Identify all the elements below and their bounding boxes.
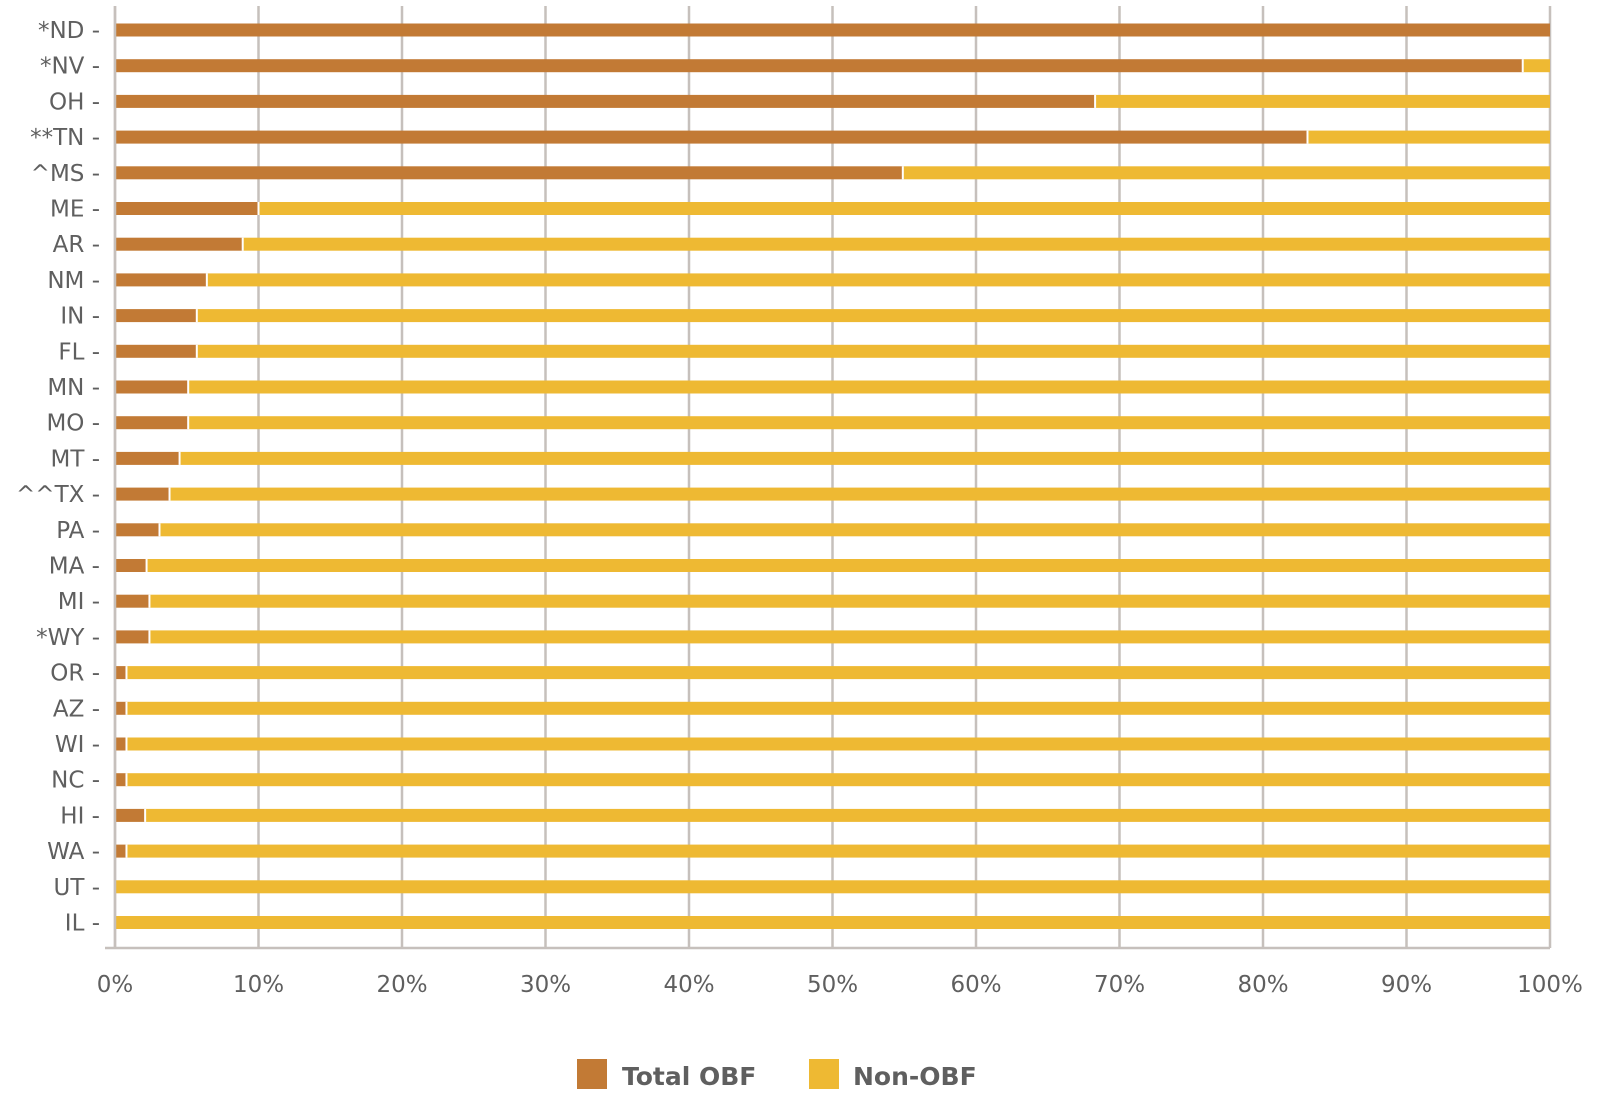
y-axis-label: FL - [58,339,100,365]
y-axis-label: MA - [49,554,100,580]
bar-total-obf-ar [115,237,243,251]
bar-non-obf-ma [146,559,1550,572]
bar-non-obf-il [115,916,1550,929]
y-axis-label: WA - [47,839,100,865]
y-axis-label: *ND - [38,18,100,44]
bar-total-obf-mt [115,451,180,465]
y-axis-label: NC - [51,768,100,794]
bar-non-obf-or [126,666,1551,680]
bar-non-obf-tn [1307,130,1550,144]
y-axis-label: PA - [56,518,100,544]
bar-total-obf-mn [115,380,189,394]
y-axis-label: MO - [46,411,100,437]
bar-non-obf-tx [169,487,1550,501]
bar-total-obf-az [115,701,127,715]
bar-total-obf-wa [115,844,127,858]
bar-total-obf-mi [115,594,150,608]
bar-total-obf-ms [115,166,903,180]
bar-non-obf-ms [902,166,1550,180]
y-axis-labels: *ND - *NV - OH - **TN - ^MS - ME - AR - NM - IN … [16,18,100,937]
x-axis-tick-label: 90% [1381,972,1432,998]
bar-non-obf-pa [159,523,1551,537]
bar-non-obf-nc [126,773,1551,787]
bar-total-obf-ma [115,559,147,572]
legend-label-total-obf: Total OBF [622,1062,756,1091]
legend-swatch-non-obf [809,1059,839,1089]
bar-non-obf-ut [115,880,1550,894]
legend-swatch-total-obf [577,1059,607,1089]
x-axis-tick-label: 0% [97,972,134,998]
y-axis-label: AZ - [53,696,100,722]
bar-total-obf-wi [115,737,127,751]
y-axis-label: NM - [47,268,100,294]
bar-non-obf-hi [145,808,1550,822]
bar-non-obf-nm [206,273,1551,287]
legend: Total OBF Non-OBF [577,1059,977,1091]
bar-non-obf-oh [1095,94,1550,108]
x-axis-tick-label: 40% [663,972,714,998]
bar-total-obf-in [115,309,197,323]
bar-non-obf-me [258,202,1550,215]
axes [105,6,1550,950]
y-axis-label: MN - [47,375,100,401]
bar-total-obf-nc [115,773,127,787]
bar-total-obf-wy [115,630,150,644]
bar-total-obf-mo [115,416,189,430]
bar-non-obf-az [126,701,1551,715]
x-axis-tick-label: 60% [950,972,1001,998]
legend-label-non-obf: Non-OBF [853,1062,977,1091]
y-axis-label: IN - [60,304,100,330]
y-axis-label: **TN - [30,125,100,151]
bar-total-obf-pa [115,523,160,537]
y-axis-label: WI - [55,732,100,758]
x-axis-tick-label: 10% [233,972,284,998]
x-axis-labels: 0% 10% 20% 30% 40% 50% 60% 70% 80% 90% 100% [97,972,1583,998]
bar-total-obf-or [115,666,127,680]
bar-total-obf-me [115,202,259,215]
y-axis-label: ^^TX - [16,482,100,508]
y-axis-label: IL - [65,911,100,937]
bar-total-obf-oh [115,94,1096,108]
bar-total-obf-nv [115,59,1523,73]
y-axis-label: *WY - [36,625,100,651]
y-axis-label: ^MS - [31,161,100,187]
x-axis-tick-label: 100% [1517,972,1583,998]
x-axis-tick-label: 80% [1237,972,1288,998]
x-axis-tick-label: 50% [807,972,858,998]
bar-non-obf-wy [149,630,1551,644]
y-axis-label: UT - [54,875,101,901]
bar-total-obf-tn [115,130,1308,144]
y-axis-label: ME - [50,197,100,223]
bar-non-obf-nv [1522,59,1550,73]
y-axis-label: MT - [50,446,100,472]
x-axis-tick-label: 30% [520,972,571,998]
bar-total-obf-fl [115,344,197,358]
x-axis-tick-label: 20% [376,972,427,998]
bar-non-obf-mi [149,594,1551,608]
y-axis-label: OR - [50,661,100,687]
y-axis-label: OH - [49,89,100,115]
bar-total-obf-hi [115,808,146,822]
bar-non-obf-mo [188,416,1550,430]
bar-total-obf-tx [115,487,170,501]
bar-non-obf-fl [196,344,1550,358]
bar-non-obf-wa [126,844,1551,858]
y-axis-label: HI - [60,803,100,829]
gridlines [113,6,1552,948]
y-axis-label: *NV - [40,54,100,80]
y-axis-label: MI - [58,589,100,615]
y-axis-label: AR - [53,232,100,258]
bar-non-obf-mn [188,380,1550,394]
bar-non-obf-in [196,309,1550,323]
bar-non-obf-mt [179,451,1551,465]
x-axis-tick-label: 70% [1094,972,1145,998]
bar-total-obf-nm [115,273,207,287]
bar-non-obf-ar [242,237,1551,251]
bar-total-obf-nd [115,23,1550,37]
bars [115,23,1551,929]
bar-non-obf-wi [126,737,1551,751]
